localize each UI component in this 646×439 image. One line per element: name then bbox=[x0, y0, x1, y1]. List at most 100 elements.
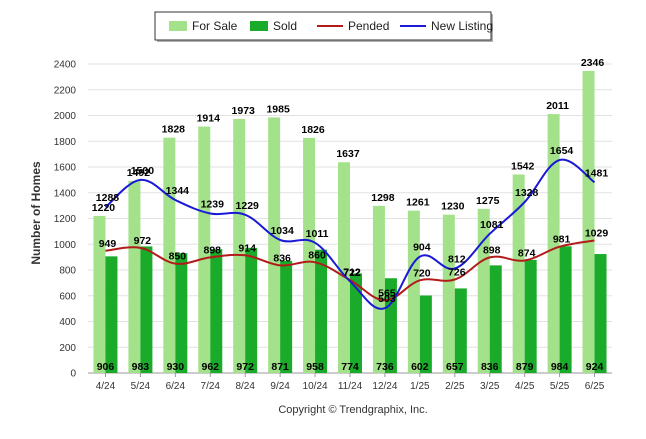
label-new-listing: 1081 bbox=[480, 219, 504, 231]
label-pended: 720 bbox=[413, 267, 431, 279]
label-pended: 860 bbox=[308, 249, 326, 261]
x-tick-label: 3/25 bbox=[480, 381, 500, 392]
legend: For Sale Sold Pended New Listing bbox=[154, 11, 493, 42]
label-for-sale: 1985 bbox=[266, 103, 290, 115]
y-tick-label: 1000 bbox=[54, 240, 77, 251]
label-for-sale: 1492 bbox=[127, 167, 151, 179]
bar-sold bbox=[140, 246, 153, 373]
bar-for-sale bbox=[442, 214, 455, 373]
label-sold: 958 bbox=[306, 361, 324, 373]
label-for-sale: 1220 bbox=[92, 202, 116, 214]
label-sold: 972 bbox=[236, 361, 254, 373]
bar-sold bbox=[105, 256, 118, 373]
y-tick-label: 2400 bbox=[54, 60, 77, 71]
legend-sold-swatch bbox=[250, 21, 268, 31]
label-for-sale: 1637 bbox=[336, 148, 360, 160]
bar-sold bbox=[384, 278, 397, 373]
label-for-sale: 1275 bbox=[476, 195, 500, 207]
label-new-listing: 1011 bbox=[306, 228, 329, 240]
label-for-sale: 1230 bbox=[441, 201, 465, 213]
bar-for-sale bbox=[407, 210, 420, 373]
label-new-listing: 1328 bbox=[515, 187, 539, 199]
bar-for-sale bbox=[128, 180, 141, 373]
label-new-listing: 1034 bbox=[270, 225, 294, 237]
label-new-listing: 1481 bbox=[585, 167, 609, 179]
label-pended: 850 bbox=[169, 251, 187, 263]
label-sold: 836 bbox=[481, 361, 499, 373]
bar-sold bbox=[419, 295, 432, 373]
bar-sold bbox=[280, 260, 293, 373]
bar-for-sale bbox=[372, 205, 385, 373]
bar-for-sale bbox=[268, 117, 281, 374]
y-tick-label: 1200 bbox=[54, 214, 77, 225]
line-new-listing bbox=[104, 158, 596, 310]
y-tick-label: 600 bbox=[59, 291, 76, 302]
x-tick-label: 10/24 bbox=[303, 381, 328, 392]
y-tick-label: 1800 bbox=[54, 137, 77, 148]
x-tick-label: 4/24 bbox=[96, 381, 116, 392]
bar-sold bbox=[210, 249, 223, 373]
label-sold: 879 bbox=[516, 361, 534, 373]
bar-for-sale bbox=[477, 208, 490, 373]
bars bbox=[93, 70, 607, 374]
label-new-listing: 503 bbox=[378, 293, 396, 305]
label-for-sale: 1914 bbox=[197, 113, 221, 125]
bar-for-sale bbox=[338, 162, 350, 373]
bar-for-sale bbox=[233, 118, 246, 373]
x-tick-label: 1/25 bbox=[410, 381, 430, 392]
label-sold: 602 bbox=[411, 361, 429, 373]
legend-for-sale-label: For Sale bbox=[192, 19, 238, 33]
label-new-listing: 904 bbox=[413, 242, 431, 254]
x-tick-label: 9/24 bbox=[270, 381, 290, 392]
label-new-listing: 1229 bbox=[236, 200, 260, 212]
bar-for-sale bbox=[547, 114, 560, 374]
bar-for-sale bbox=[582, 70, 595, 373]
label-new-listing: 1344 bbox=[166, 185, 190, 197]
label-pended: 949 bbox=[99, 238, 117, 250]
label-sold: 984 bbox=[551, 361, 569, 373]
legend-sold-label: Sold bbox=[273, 19, 297, 33]
y-axis: 0 200 400 600 800 1000 1200 1400 1600 1800 2000 220… bbox=[54, 60, 77, 380]
label-pended: 565 bbox=[378, 287, 396, 299]
copyright-text: Copyright © Trendgraphix, Inc. bbox=[278, 404, 427, 416]
bar-for-sale bbox=[512, 174, 525, 373]
label-for-sale: 2346 bbox=[581, 57, 605, 69]
label-for-sale: 1973 bbox=[232, 105, 256, 117]
label-for-sale: 1828 bbox=[162, 124, 186, 136]
bar-sold bbox=[175, 253, 188, 373]
label-sold: 871 bbox=[271, 361, 289, 373]
bar-sold bbox=[489, 265, 502, 373]
label-pended: 898 bbox=[483, 244, 501, 256]
x-tick-label: 6/24 bbox=[166, 381, 186, 392]
x-tick-label: 4/25 bbox=[515, 381, 535, 392]
label-pended: 981 bbox=[553, 234, 571, 246]
bar-sold bbox=[524, 259, 537, 373]
x-tick-label: 6/25 bbox=[585, 381, 605, 392]
label-for-sale: 2011 bbox=[546, 100, 569, 112]
x-axis: 4/24 5/24 6/24 7/24 8/24 9/24 10/24 11/24 12/24 1… bbox=[96, 373, 605, 392]
label-sold: 962 bbox=[202, 361, 220, 373]
label-pended: 726 bbox=[448, 267, 466, 279]
label-pended: 722 bbox=[343, 267, 361, 279]
x-tick-label: 5/24 bbox=[131, 381, 151, 392]
y-tick-label: 400 bbox=[59, 317, 76, 328]
label-for-sale: 1298 bbox=[371, 192, 395, 204]
bar-for-sale bbox=[303, 137, 316, 373]
y-tick-label: 0 bbox=[70, 369, 76, 380]
bar-for-sale bbox=[163, 137, 176, 373]
legend-new-listing-label: New Listing bbox=[431, 19, 493, 33]
x-tick-label: 8/24 bbox=[235, 381, 255, 392]
label-pended: 1029 bbox=[585, 228, 609, 240]
label-for-sale: 1542 bbox=[511, 160, 535, 172]
label-pended: 836 bbox=[273, 252, 291, 264]
bar-sold bbox=[315, 249, 328, 373]
y-tick-label: 2000 bbox=[54, 111, 77, 122]
label-sold: 736 bbox=[376, 361, 394, 373]
x-tick-label: 11/24 bbox=[338, 381, 363, 392]
label-sold: 774 bbox=[341, 361, 359, 373]
y-tick-label: 800 bbox=[59, 266, 76, 277]
bar-sold bbox=[454, 288, 467, 373]
label-new-listing: 1288 bbox=[96, 192, 120, 204]
